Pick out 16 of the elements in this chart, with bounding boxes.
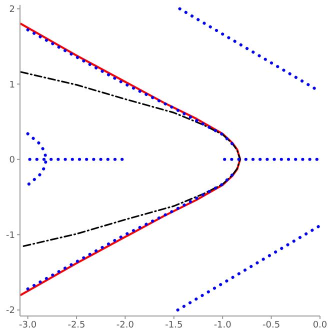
y-tick-label: 2 xyxy=(9,4,15,15)
x-tick-label: -2.5 xyxy=(68,320,86,330)
y-tick-label: 0 xyxy=(9,156,16,166)
x-tick-label: -1.5 xyxy=(165,320,183,330)
y-tick-label: -1 xyxy=(6,230,15,241)
x-tick-label: -3.0 xyxy=(19,320,37,330)
line-series xyxy=(26,171,236,290)
x-tick-label: 0.0 xyxy=(312,320,328,330)
x-tick-label: -0.5 xyxy=(262,320,280,330)
line-series xyxy=(20,71,241,248)
x-tick-label: -2.0 xyxy=(116,320,134,330)
y-tick-label: -2 xyxy=(6,306,15,316)
y-tick-label: 1 xyxy=(9,80,15,90)
line-series xyxy=(26,28,236,148)
line-series xyxy=(20,22,242,296)
x-tick-label: -1.0 xyxy=(214,320,232,330)
